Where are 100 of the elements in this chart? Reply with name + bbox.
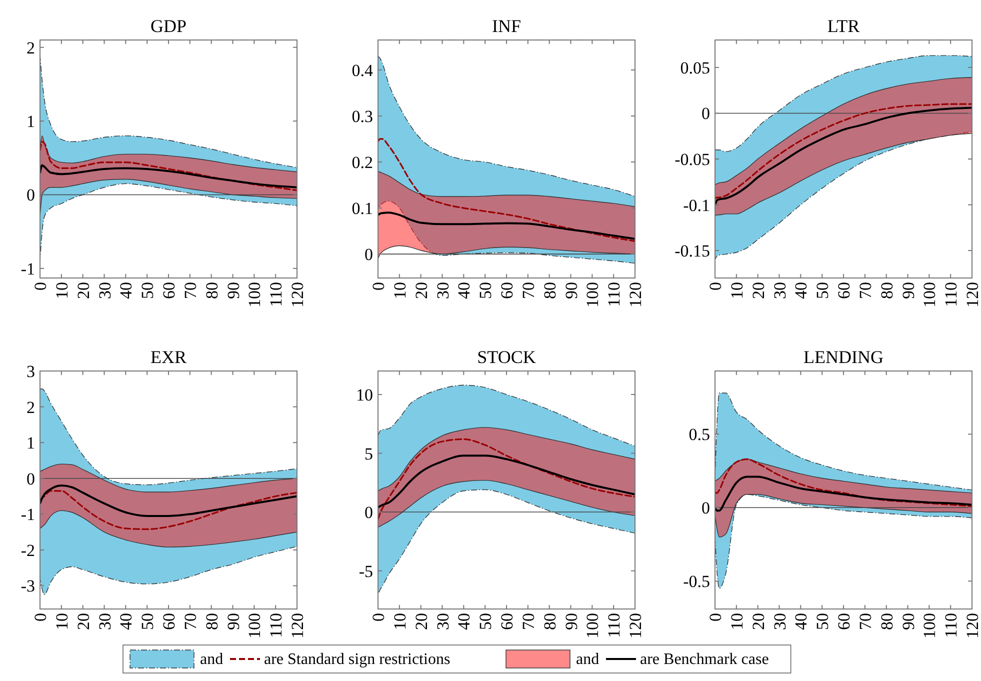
- x-tick-label: 120: [288, 282, 307, 308]
- y-tick-label: 0.3: [352, 106, 373, 126]
- line-series: [40, 140, 297, 192]
- x-tick-label: 10: [727, 282, 746, 299]
- x-tick-label: 20: [74, 613, 93, 630]
- x-tick-label: 120: [963, 282, 981, 308]
- y-tick-label: -2: [20, 540, 35, 560]
- x-tick-label: 30: [95, 282, 114, 299]
- y-tick-label: 0: [26, 469, 35, 488]
- line-series: [40, 490, 297, 530]
- y-tick-label: 0.4: [352, 60, 374, 80]
- x-tick-label: 80: [877, 613, 896, 630]
- x-tick-label: 80: [540, 282, 560, 299]
- x-tick-label: 50: [813, 613, 832, 630]
- x-tick-label: 60: [160, 613, 178, 630]
- x-tick-label: 110: [266, 613, 286, 638]
- x-tick-label: 40: [116, 613, 136, 630]
- x-tick-label: 40: [454, 282, 474, 299]
- y-tick-label: 0: [26, 186, 35, 205]
- x-tick-label: 90: [224, 282, 243, 299]
- x-tick-label: 50: [476, 613, 496, 630]
- y-tick-label: 0.1: [352, 199, 373, 218]
- y-tick-label: -0.05: [674, 150, 710, 169]
- x-tick-label: 50: [476, 282, 496, 299]
- y-tick-label: 1: [26, 112, 35, 132]
- x-tick-label: 80: [877, 282, 896, 299]
- y-tick-label: 10: [356, 386, 373, 405]
- chart-title: STOCK: [477, 347, 536, 367]
- x-tick-label: 30: [770, 613, 790, 630]
- x-tick-label: 50: [138, 282, 158, 299]
- x-tick-label: 110: [942, 282, 961, 307]
- y-tick-label: 2: [26, 398, 35, 417]
- line-series: [378, 438, 635, 520]
- x-tick-label: 40: [116, 282, 136, 299]
- x-tick-label: 80: [202, 282, 222, 299]
- x-tick-label: 110: [942, 613, 961, 638]
- y-tick-label: -0.5: [683, 572, 710, 592]
- legend-title: and: [576, 651, 600, 668]
- y-tick-label: 0: [702, 104, 710, 124]
- x-tick-label: 100: [245, 613, 264, 638]
- x-tick-label: 100: [245, 282, 264, 308]
- x-tick-label: 100: [583, 613, 602, 638]
- x-tick-label: 80: [202, 613, 222, 630]
- legend-label: are Benchmark case: [640, 651, 769, 668]
- x-tick-label: 110: [604, 613, 624, 638]
- x-tick-label: 60: [498, 613, 516, 630]
- x-tick-label: 30: [433, 613, 452, 630]
- x-tick-label: 120: [963, 613, 981, 638]
- y-tick-label: -0.15: [674, 242, 710, 261]
- y-tick-label: -5: [358, 562, 373, 581]
- x-tick-label: 120: [626, 613, 645, 638]
- x-tick-label: 30: [95, 613, 114, 630]
- x-tick-label: 40: [792, 282, 811, 299]
- x-tick-label: 60: [834, 282, 854, 299]
- y-tick-label: 0: [364, 245, 373, 264]
- x-tick-label: 20: [412, 282, 431, 299]
- x-tick-label: 120: [626, 282, 645, 308]
- y-tick-label: 5: [364, 444, 373, 464]
- x-tick-label: 60: [834, 613, 854, 630]
- x-tick-label: 90: [898, 613, 918, 630]
- x-tick-label: 80: [540, 613, 560, 630]
- y-tick-label: 0.2: [352, 152, 373, 172]
- x-tick-label: 90: [562, 282, 581, 299]
- line-series: [378, 212, 635, 240]
- y-tick-label: -0.1: [683, 196, 710, 215]
- x-tick-label: 70: [518, 613, 538, 630]
- line-series: [378, 138, 635, 242]
- y-tick-label: 0.05: [680, 58, 710, 78]
- x-tick-label: 60: [498, 282, 516, 299]
- line-series: [40, 484, 297, 517]
- y-tick-label: -3: [20, 576, 35, 596]
- line-series: [715, 476, 972, 512]
- text: and: [200, 651, 224, 668]
- x-tick-label: 70: [518, 282, 538, 299]
- x-tick-label: 60: [160, 282, 178, 299]
- y-tick-label: 0: [702, 498, 710, 518]
- x-tick-label: 20: [74, 282, 93, 299]
- x-tick-label: 100: [920, 613, 940, 638]
- x-tick-label: 10: [390, 613, 410, 630]
- x-tick-label: 50: [813, 282, 832, 299]
- line-series: [378, 454, 635, 508]
- x-tick-label: 20: [412, 613, 431, 630]
- line-series: [40, 164, 297, 188]
- y-tick-label: -1: [20, 259, 35, 278]
- chart-title: EXR: [150, 347, 186, 367]
- chart-title: GDP: [150, 16, 187, 36]
- x-tick-label: 70: [856, 282, 875, 299]
- x-tick-label: 110: [604, 282, 624, 307]
- chart-title: LENDING: [804, 347, 884, 367]
- x-tick-label: 10: [52, 613, 72, 630]
- x-tick-label: 70: [180, 613, 200, 630]
- y-tick-label: 1: [26, 434, 35, 453]
- line-series: [715, 458, 972, 507]
- x-tick-label: 30: [433, 282, 452, 299]
- legend-label: are Standard sign restrictions: [264, 651, 450, 668]
- x-tick-label: 30: [770, 282, 790, 299]
- x-tick-label: 120: [288, 613, 307, 638]
- x-tick-label: 90: [562, 613, 581, 630]
- x-tick-label: 20: [748, 282, 768, 299]
- x-tick-label: 110: [266, 282, 286, 307]
